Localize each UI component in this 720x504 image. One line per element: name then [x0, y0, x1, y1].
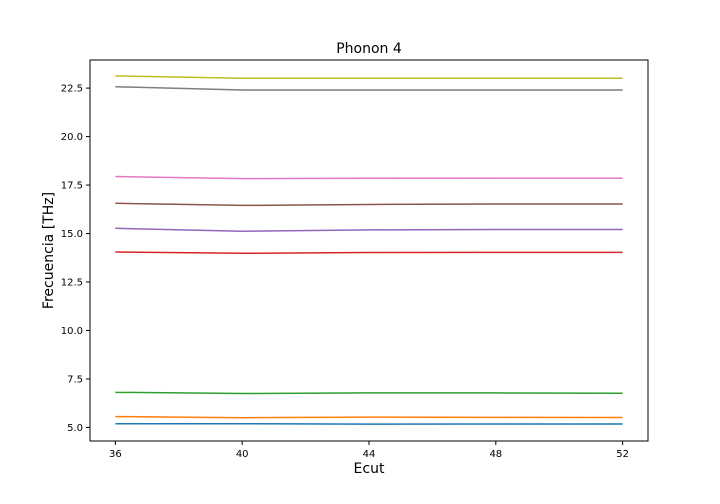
x-axis-ticks: 36 40 44 48 52 — [109, 441, 629, 460]
series-line-9 — [115, 75, 623, 79]
series-layer — [115, 75, 623, 425]
y-tick-label: 15.0 — [61, 229, 83, 240]
x-tick-label: 52 — [616, 449, 629, 460]
y-tick-label: 22.5 — [61, 84, 83, 95]
series-line-7 — [115, 175, 623, 180]
x-tick-label: 48 — [489, 449, 502, 460]
series-line-2 — [115, 415, 623, 419]
y-tick-label: 17.5 — [61, 181, 83, 192]
y-axis-label: Frecuencia [THz] — [41, 192, 57, 309]
x-tick-label: 36 — [109, 449, 122, 460]
y-tick-label: 12.5 — [61, 278, 83, 289]
y-axis-ticks: 5.0 7.5 10.0 12.5 15.0 17.5 20.0 22.5 — [61, 84, 90, 434]
series-line-4 — [115, 251, 623, 255]
series-line-3 — [115, 391, 623, 395]
x-tick-label: 44 — [363, 449, 376, 460]
series-line-8 — [115, 86, 623, 91]
x-axis-label: Ecut — [354, 461, 385, 477]
series-line-5 — [115, 227, 623, 232]
chart-title: Phonon 4 — [336, 41, 402, 57]
y-tick-label: 20.0 — [61, 132, 83, 143]
y-tick-label: 10.0 — [61, 326, 83, 337]
y-tick-label: 5.0 — [67, 423, 83, 434]
x-tick-label: 40 — [236, 449, 249, 460]
y-tick-label: 7.5 — [67, 374, 83, 385]
series-line-6 — [115, 202, 623, 207]
